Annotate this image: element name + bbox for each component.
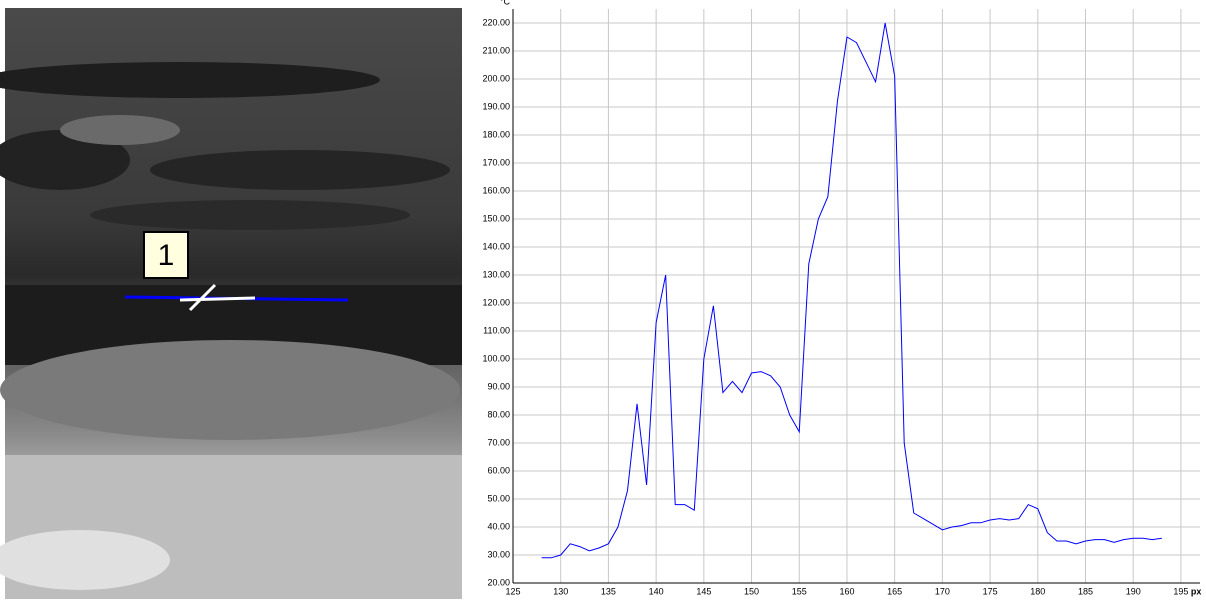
y-tick-label: 110.00 bbox=[483, 325, 510, 335]
y-tick-label: 100.00 bbox=[482, 353, 510, 363]
y-tick-label: 120.00 bbox=[482, 297, 510, 307]
x-tick-label: 125 bbox=[505, 586, 520, 596]
thermal-image: 1 bbox=[0, 8, 462, 599]
y-tick-label: 70.00 bbox=[487, 437, 510, 447]
marker-label: 1 bbox=[158, 239, 175, 272]
y-tick-label: 170.00 bbox=[482, 157, 510, 167]
y-tick-label: 50.00 bbox=[487, 493, 510, 503]
y-tick-label: 30.00 bbox=[487, 549, 510, 559]
data-line bbox=[542, 23, 1162, 558]
x-tick-label: 145 bbox=[696, 586, 711, 596]
x-tick-label: 155 bbox=[792, 586, 807, 596]
y-tick-label: 140.00 bbox=[482, 241, 510, 251]
x-tick-label: 130 bbox=[553, 586, 568, 596]
y-tick-label: 40.00 bbox=[487, 521, 510, 531]
x-axis-label: px bbox=[1191, 586, 1202, 596]
y-tick-label: 80.00 bbox=[487, 409, 510, 419]
y-tick-label: 160.00 bbox=[482, 185, 510, 195]
y-tick-label: 200.00 bbox=[482, 73, 510, 83]
x-tick-label: 185 bbox=[1078, 586, 1093, 596]
y-tick-label: 220.00 bbox=[482, 17, 510, 27]
y-tick-label: 130.00 bbox=[482, 269, 510, 279]
x-tick-label: 180 bbox=[1030, 586, 1045, 596]
y-tick-label: 90.00 bbox=[487, 381, 510, 391]
y-axis-label: °C bbox=[500, 0, 511, 6]
x-tick-label: 190 bbox=[1126, 586, 1141, 596]
screen: 1 20.0030.0040.0050.0060.0070.0080.0090.… bbox=[0, 0, 1206, 599]
x-tick-label: 160 bbox=[839, 586, 854, 596]
y-tick-label: 60.00 bbox=[487, 465, 510, 475]
x-tick-label: 175 bbox=[983, 586, 998, 596]
y-tick-label: 180.00 bbox=[482, 129, 510, 139]
x-tick-label: 195 bbox=[1173, 586, 1188, 596]
y-tick-label: 190.00 bbox=[482, 101, 510, 111]
x-tick-label: 165 bbox=[887, 586, 902, 596]
x-tick-label: 140 bbox=[649, 586, 664, 596]
y-tick-label: 210.00 bbox=[482, 45, 510, 55]
x-tick-label: 170 bbox=[935, 586, 950, 596]
y-tick-label: 150.00 bbox=[482, 213, 510, 223]
x-tick-label: 135 bbox=[601, 586, 616, 596]
x-tick-label: 150 bbox=[744, 586, 759, 596]
